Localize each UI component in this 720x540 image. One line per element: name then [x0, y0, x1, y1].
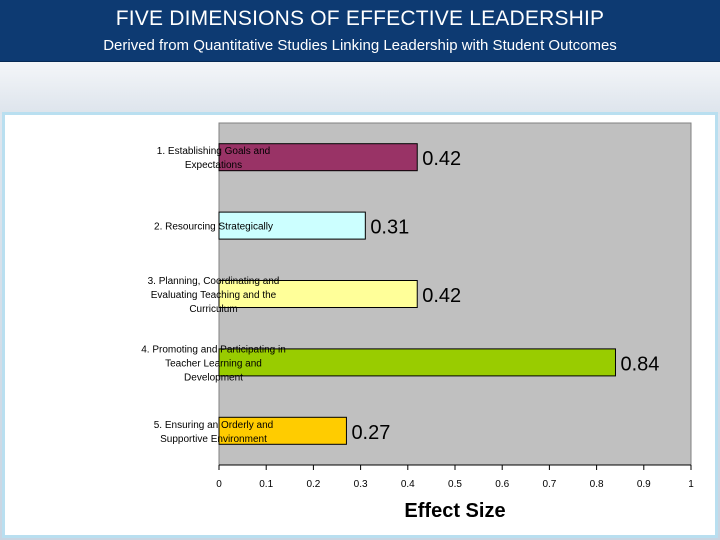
category-label-4: Development: [184, 372, 243, 383]
x-tick-label: 0.8: [590, 479, 604, 490]
category-label-4: 4. Promoting and Participating in: [141, 344, 286, 355]
page-subtitle: Derived from Quantitative Studies Linkin…: [103, 37, 617, 54]
x-tick-label: 0.3: [354, 479, 368, 490]
value-label-4: 0.84: [620, 353, 659, 375]
x-tick-label: 0.6: [495, 479, 509, 490]
category-label-3: Curriculum: [189, 304, 237, 315]
category-label-2: 2. Resourcing Strategically: [154, 222, 273, 233]
x-tick-label: 0.2: [306, 479, 320, 490]
x-axis-title: Effect Size: [404, 500, 505, 522]
x-tick-label: 0.5: [448, 479, 462, 490]
x-tick-label: 0.9: [637, 479, 651, 490]
x-tick-label: 0.7: [542, 479, 556, 490]
category-label-3: 3. Planning, Coordinating and: [148, 276, 280, 287]
x-tick-label: 1: [688, 479, 694, 490]
bar-3: [218, 280, 418, 308]
bar-1: [218, 143, 418, 172]
category-label-1: 1. Establishing Goals and: [157, 146, 270, 157]
category-label-1: Expectations: [185, 160, 242, 171]
decorative-banner: [0, 62, 720, 114]
value-label-1: 0.42: [422, 148, 461, 170]
bar-4: [218, 348, 616, 377]
page-title: FIVE DIMENSIONS OF EFFECTIVE LEADERSHIP: [115, 7, 605, 30]
bar-2: [218, 211, 366, 240]
bar-5: [218, 416, 347, 445]
category-label-4: Teacher Learning and: [165, 358, 262, 369]
title-bar: FIVE DIMENSIONS OF EFFECTIVE LEADERSHIP …: [0, 0, 720, 62]
value-label-5: 0.27: [351, 422, 390, 444]
value-label-3: 0.42: [422, 285, 461, 307]
x-tick-label: 0.1: [259, 479, 273, 490]
category-label-5: Supportive Environment: [160, 434, 267, 445]
x-tick-label: 0.4: [401, 479, 415, 490]
x-tick-label: 0: [216, 479, 222, 490]
category-label-5: 5. Ensuring an Orderly and: [154, 420, 274, 431]
value-label-2: 0.31: [370, 217, 409, 239]
category-label-3: Evaluating Teaching and the: [151, 290, 277, 301]
